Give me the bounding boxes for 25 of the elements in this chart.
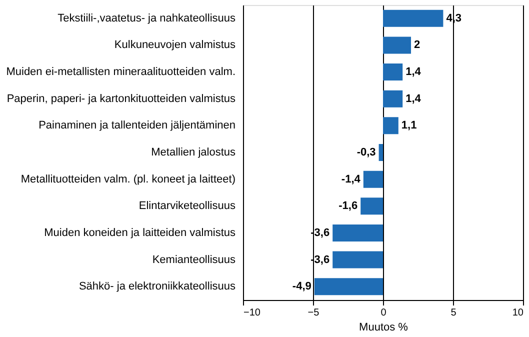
data-label: -1,4 — [341, 173, 362, 186]
y-tick-label: Muiden ei-metallisten mineraalituotteiden valm. — [6, 66, 236, 78]
y-tick-label: Painaminen ja tallenteiden jäljentäminen — [38, 120, 236, 132]
x-tick-label: 10 — [512, 308, 524, 318]
x-tick-label: 0 — [380, 308, 387, 318]
y-tick-label: Paperin, paperi- ja kartonkituotteiden valmistus — [6, 92, 236, 105]
data-label: 1,4 — [406, 66, 422, 78]
x-tick-label: −5 — [308, 308, 320, 318]
y-tick-label: Metallien jalostus — [151, 146, 236, 158]
data-label: -4,9 — [292, 280, 312, 293]
data-label: -0,3 — [356, 146, 376, 158]
data-label: 1,4 — [406, 92, 422, 105]
y-tick-label: Elintarviketeollisuus — [138, 200, 236, 212]
x-axis-title: Muutos % — [359, 322, 408, 334]
y-tick-label: Kemianteollisuus — [152, 254, 236, 266]
x-tick-label: −10 — [244, 308, 261, 318]
data-label: 1,1 — [401, 120, 417, 132]
data-label: -1,6 — [338, 200, 358, 212]
y-tick-label: Tekstiili-,vaatetus- ja nahkateollisuus — [58, 12, 236, 24]
y-tick-label: Kulkuneuvojen valmistus — [114, 39, 236, 52]
y-tick-label: Sähkö- ja elektroniikkateollisuus — [78, 280, 236, 293]
data-label: 2 — [414, 39, 420, 52]
y-tick-label: Metallituotteiden valm. (pl. koneet ja laitteet) — [20, 173, 236, 186]
x-tick-label: 5 — [450, 308, 457, 318]
y-tick-label: Muiden koneiden ja laitteiden valmistus — [44, 226, 236, 239]
